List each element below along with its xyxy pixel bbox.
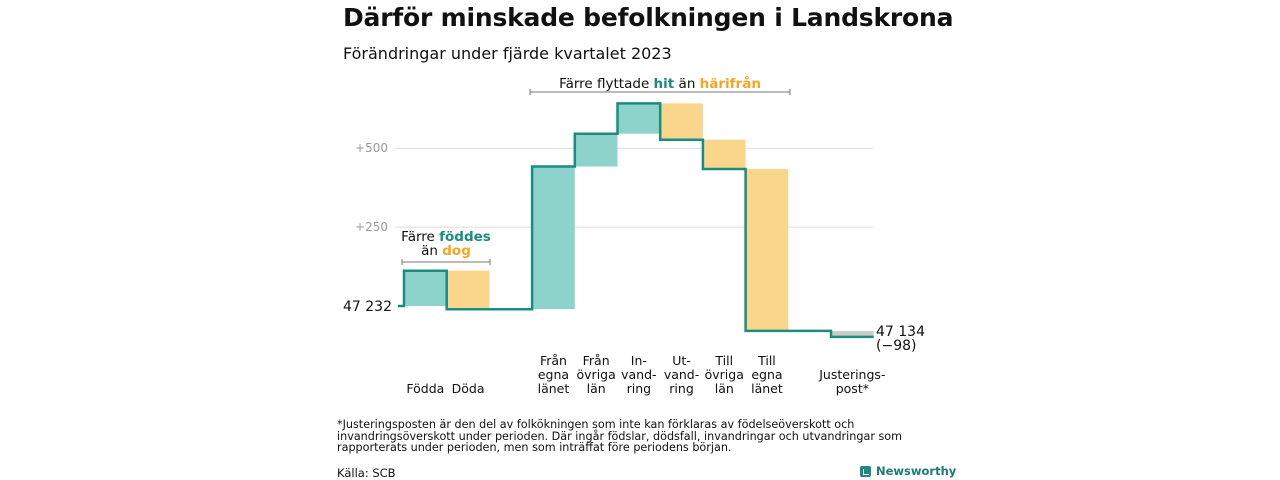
annotation-right-line: Färre flyttade hit än härifrån <box>559 75 761 92</box>
category-label: övriga <box>577 367 616 382</box>
category-label: Ut- <box>672 353 691 368</box>
category-label: egna <box>751 367 782 382</box>
category-label: ring <box>627 381 651 396</box>
category-label: Döda <box>452 381 485 396</box>
footnote: *Justeringsposten är den del av folkökni… <box>337 418 903 454</box>
category-label: Till <box>757 353 776 368</box>
annotation-left-line1: Färre föddes <box>401 229 491 245</box>
cumulative-line <box>398 102 874 339</box>
waterfall-bar <box>745 169 789 331</box>
category-label: Justerings- <box>818 367 885 382</box>
waterfall-bar <box>404 270 447 306</box>
y-tick-label: +500 <box>355 141 388 155</box>
category-label: vand- <box>621 367 656 382</box>
category-label: post* <box>836 381 869 396</box>
category-label: In- <box>631 353 647 368</box>
category-label: län <box>715 381 734 396</box>
category-label: Från <box>540 353 567 368</box>
brand-name: Newsworthy <box>876 464 957 478</box>
category-label: länet <box>751 381 783 396</box>
waterfall-bar <box>532 166 575 310</box>
category-label: Till <box>714 353 733 368</box>
category-label: Födda <box>406 381 444 396</box>
category-label: Från <box>583 353 610 368</box>
annotation-left-line2: än dog <box>421 243 471 259</box>
waterfall-bar <box>574 133 618 167</box>
waterfall-bar <box>831 330 874 337</box>
waterfall-bar <box>660 103 703 140</box>
category-label: län <box>587 381 606 396</box>
start-value-label: 47 232 <box>343 299 392 315</box>
chart-title: Därför minskade befolkningen i Landskron… <box>343 3 954 32</box>
waterfall-bar <box>446 270 490 310</box>
change-label: (−98) <box>876 338 916 354</box>
y-tick-label: +250 <box>355 220 388 234</box>
brand-logo: Newsworthy <box>860 464 956 478</box>
category-label: ring <box>669 381 693 396</box>
category-label: vand- <box>664 367 699 382</box>
chart-subtitle: Förändringar under fjärde kvartalet 2023 <box>343 44 672 63</box>
category-label: övriga <box>705 367 744 382</box>
category-label: länet <box>538 381 570 396</box>
waterfall-bar <box>617 103 661 134</box>
waterfall-bar <box>702 139 746 170</box>
category-label: egna <box>538 367 569 382</box>
end-value-label: 47 134 <box>876 324 925 340</box>
chart-icon <box>860 465 871 477</box>
source-label: Källa: SCB <box>337 466 396 480</box>
